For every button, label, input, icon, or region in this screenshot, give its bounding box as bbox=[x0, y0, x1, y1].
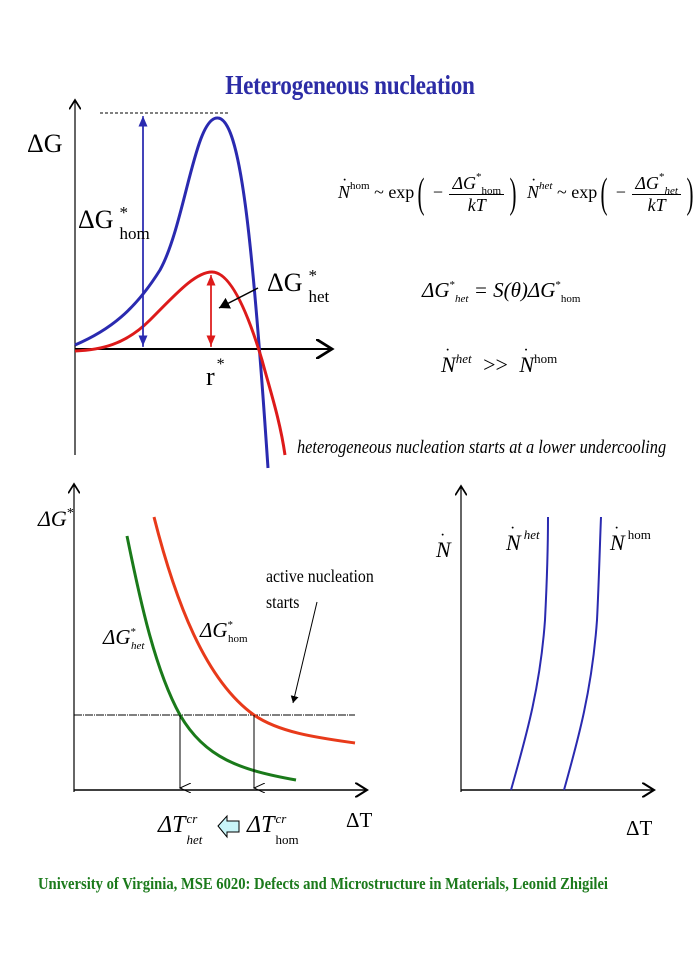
compare-left-sup: het bbox=[455, 351, 472, 366]
rate-hom-label-base: N bbox=[610, 520, 625, 556]
page-title: Heterogeneous nucleation bbox=[225, 70, 475, 100]
bl-y-axis-base: ΔG bbox=[38, 506, 67, 531]
rate-hom-label: Nhom bbox=[610, 520, 651, 556]
critical-radius-label: r * bbox=[206, 356, 225, 392]
het-curve-label: ΔG* het bbox=[103, 625, 145, 652]
tcr-hom-label: ΔT cr hom bbox=[247, 812, 299, 847]
rate-hom-lhs-sup: hom bbox=[350, 180, 370, 193]
rate-het-label-base: N bbox=[506, 520, 521, 556]
rate-het-lhs: N bbox=[527, 172, 539, 203]
br-y-axis-label: N bbox=[436, 527, 451, 563]
barrier-relation-equation: ΔG*het = S(θ)ΔG*hom bbox=[422, 278, 581, 305]
hom-curve-label: ΔG* hom bbox=[200, 618, 248, 645]
rate-het-lhs-sup: het bbox=[539, 180, 553, 193]
br-x-axis-label: ΔT bbox=[626, 816, 653, 840]
caption: heterogeneous nucleation starts at a low… bbox=[297, 437, 667, 458]
hom-curve-label-sub: hom bbox=[228, 633, 248, 645]
rate-hom-curve bbox=[563, 516, 602, 791]
annotation-line-1: active nucleation bbox=[266, 566, 374, 586]
bl-y-axis-label: ΔG* bbox=[38, 506, 74, 532]
het-curve-label-sup: * bbox=[130, 626, 137, 638]
hom-barrier-label: ΔG * hom bbox=[78, 203, 150, 243]
rate-het-den: kT bbox=[647, 194, 666, 215]
bottom-left-plot bbox=[74, 484, 367, 839]
rate-het-num-sup: * bbox=[658, 170, 665, 183]
rate-hom-minus: − bbox=[432, 182, 443, 203]
hom-barrier-label-base: ΔG bbox=[78, 205, 114, 234]
rate-het-fraction: ΔG*het kT bbox=[632, 170, 681, 216]
shift-left-block-arrow bbox=[217, 814, 240, 839]
tcr-het-label: ΔT cr het bbox=[158, 812, 202, 847]
het-pointer-arrow bbox=[218, 287, 259, 309]
top-plot bbox=[74, 100, 332, 469]
top-y-axis-label: ΔG bbox=[27, 129, 63, 158]
rate-hom-num-sup: * bbox=[476, 170, 482, 183]
compare-left: N bbox=[441, 342, 456, 378]
rate-hom-num: ΔG bbox=[452, 172, 477, 193]
bl-x-axis-label: ΔT bbox=[346, 808, 373, 832]
rate-het-label: Nhet bbox=[506, 520, 540, 556]
active-nucleation-pointer bbox=[290, 601, 318, 704]
hom-barrier-curve bbox=[152, 516, 356, 745]
barrier-rhs-sub: hom bbox=[560, 293, 581, 305]
rate-het-minus: − bbox=[615, 182, 626, 203]
tcr-het-sup: cr bbox=[186, 811, 198, 826]
hom-curve-label-sup: * bbox=[227, 619, 234, 631]
het-curve-label-base: ΔG bbox=[103, 625, 131, 649]
barrier-lhs: ΔG bbox=[422, 278, 450, 302]
tcr-hom-sup: cr bbox=[275, 811, 287, 826]
hom-curve-label-base: ΔG bbox=[200, 618, 228, 642]
hom-curve bbox=[74, 116, 270, 469]
br-y-axis-base: N bbox=[436, 527, 451, 563]
footer-credit: University of Virginia, MSE 6020: Defect… bbox=[38, 874, 609, 893]
barrier-lhs-sup: * bbox=[449, 279, 456, 291]
barrier-lhs-sub: het bbox=[455, 293, 469, 305]
tcr-hom-sub: hom bbox=[275, 832, 299, 847]
active-nucleation-annotation: active nucleation starts bbox=[266, 563, 374, 615]
bl-y-axis-sup: * bbox=[66, 506, 74, 521]
rate-hom-fraction: ΔG*hom kT bbox=[449, 170, 505, 216]
het-barrier-label-base: ΔG bbox=[267, 268, 303, 297]
rate-hom-den: kT bbox=[467, 194, 486, 215]
het-barrier-label: ΔG * het bbox=[267, 266, 330, 306]
tcr-het-sub: het bbox=[186, 832, 203, 847]
critical-radius-sup: * bbox=[216, 356, 225, 373]
het-curve-label-sub: het bbox=[131, 640, 145, 652]
rate-hom-lhs: N bbox=[338, 172, 350, 203]
het-barrier-label-sub: het bbox=[308, 287, 330, 306]
bottom-right-plot bbox=[461, 486, 654, 792]
rate-hom-num-sub: hom bbox=[481, 184, 502, 197]
hom-barrier-label-sub: hom bbox=[119, 224, 150, 243]
critical-radius-base: r bbox=[206, 362, 215, 391]
het-barrier-curve bbox=[125, 535, 297, 782]
rate-hom-label-sup: hom bbox=[627, 527, 651, 542]
hom-barrier-label-sup: * bbox=[119, 203, 129, 222]
tcr-het-base: ΔT bbox=[158, 812, 186, 838]
annotation-line-2: starts bbox=[266, 592, 300, 612]
barrier-rhs-sup: * bbox=[555, 279, 561, 291]
rate-het-curve bbox=[510, 516, 549, 791]
compare-rel: >> bbox=[483, 352, 508, 377]
rate-het-rel: ~ exp bbox=[556, 182, 598, 203]
barrier-rhs: = S(θ)ΔG bbox=[473, 278, 556, 302]
tcr-hom-base: ΔT bbox=[247, 812, 275, 838]
rate-comparison-equation: Nhet >> Nhom bbox=[441, 342, 558, 378]
rate-het-num: ΔG bbox=[635, 172, 659, 193]
rate-hom-rel: ~ exp bbox=[374, 182, 415, 203]
compare-right: N bbox=[519, 342, 534, 378]
compare-right-sup: hom bbox=[534, 351, 558, 366]
rate-het-label-sup: het bbox=[523, 527, 540, 542]
het-barrier-label-sup: * bbox=[308, 266, 318, 285]
het-curve bbox=[74, 270, 287, 456]
rate-het-num-sub: het bbox=[664, 184, 678, 197]
